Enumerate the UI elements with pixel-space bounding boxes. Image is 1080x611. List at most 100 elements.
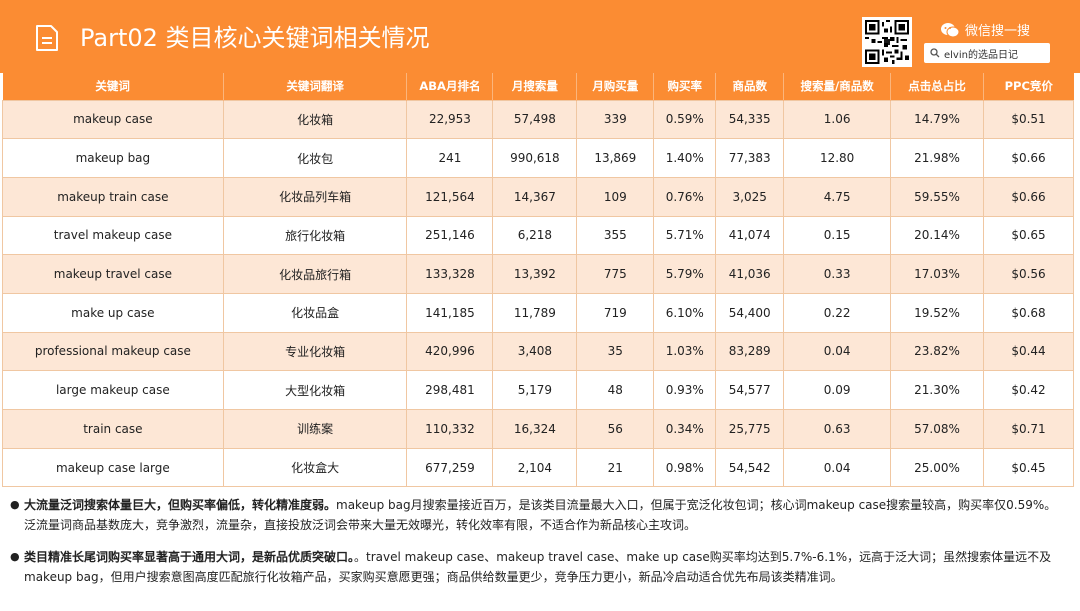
table-row: makeup bag 化妆包 241 990,618 13,869 1.40% 77,383… bbox=[2, 138, 1075, 178]
table-cell: 41,074 bbox=[715, 215, 785, 256]
table-body: makeup case 化妆箱 22,953 57,498 339 0.59% 54,335… bbox=[2, 99, 1075, 488]
bullet-icon: ● bbox=[10, 550, 20, 563]
table-row: makeup case 化妆箱 22,953 57,498 339 0.59% 54,335… bbox=[2, 99, 1075, 140]
table-cell: 19.52% bbox=[890, 292, 984, 333]
table-cell: 133,328 bbox=[406, 254, 494, 294]
wechat-search-icon bbox=[941, 22, 960, 37]
table-cell: large makeup case bbox=[2, 370, 224, 410]
column-header: ABA月排名 bbox=[406, 73, 494, 100]
table-cell: 3,408 bbox=[492, 331, 578, 372]
table-cell: 化妆包 bbox=[222, 138, 408, 178]
table-cell: 11,789 bbox=[492, 292, 578, 333]
table-cell: $0.42 bbox=[982, 370, 1075, 410]
table-cell: 化妆盒大 bbox=[222, 447, 408, 488]
table-cell: $0.66 bbox=[982, 138, 1075, 178]
table-cell: 5.71% bbox=[653, 215, 717, 256]
table-cell: 83,289 bbox=[715, 331, 785, 372]
column-header: 月购买量 bbox=[576, 73, 655, 100]
note-item: ● 类目精准长尾词购买率显著高于通用大词，是新品优质突破口。。travel ma… bbox=[10, 547, 1062, 587]
table-cell: $0.66 bbox=[982, 176, 1075, 217]
table-cell: 0.33 bbox=[783, 254, 892, 294]
table-cell: 14,367 bbox=[492, 176, 578, 217]
table-cell: travel makeup case bbox=[2, 215, 224, 256]
table-cell: 21.30% bbox=[890, 370, 984, 410]
table-cell: $0.56 bbox=[982, 254, 1075, 294]
table-cell: 35 bbox=[576, 331, 655, 372]
table-cell: 339 bbox=[576, 99, 655, 140]
table-cell: 专业化妆箱 bbox=[222, 331, 408, 372]
note-text: makeup bag月搜索量接近百万，是该类目流量最大入口，但属于宽泛化妆包词；… bbox=[24, 498, 1057, 532]
table-cell: 0.76% bbox=[653, 176, 717, 217]
table-cell: 0.93% bbox=[653, 370, 717, 410]
column-header: 购买率 bbox=[653, 73, 717, 100]
table-cell: 0.98% bbox=[653, 447, 717, 488]
table-cell: makeup case large bbox=[2, 447, 224, 488]
table-cell: 6,218 bbox=[492, 215, 578, 256]
table-cell: 化妆品列车箱 bbox=[222, 176, 408, 217]
table-cell: 77,383 bbox=[715, 138, 785, 178]
table-cell: makeup case bbox=[2, 99, 224, 140]
table-row: makeup case large 化妆盒大 677,259 2,104 21 0.98%… bbox=[2, 447, 1075, 488]
notes-section: ● 大流量泛词搜索体量巨大，但购买率偏低，转化精准度弱。makeup bag月搜… bbox=[10, 495, 1062, 599]
table-cell: 1.40% bbox=[653, 138, 717, 178]
table-cell: 0.59% bbox=[653, 99, 717, 140]
table-cell: 990,618 bbox=[492, 138, 578, 178]
table-cell: 4.75 bbox=[783, 176, 892, 217]
table-cell: 420,996 bbox=[406, 331, 494, 372]
table-cell: 57.08% bbox=[890, 409, 984, 449]
table-cell: 25.00% bbox=[890, 447, 984, 488]
search-box[interactable]: elvin的选品日记 bbox=[924, 43, 1050, 63]
table-cell: professional makeup case bbox=[2, 331, 224, 372]
column-header: 点击总占比 bbox=[890, 73, 984, 100]
table-cell: 48 bbox=[576, 370, 655, 410]
table-cell: 54,335 bbox=[715, 99, 785, 140]
table-cell: 0.09 bbox=[783, 370, 892, 410]
table-cell: $0.45 bbox=[982, 447, 1075, 488]
table-cell: 化妆品旅行箱 bbox=[222, 254, 408, 294]
qr-code bbox=[862, 17, 912, 67]
document-icon bbox=[36, 25, 58, 51]
table-cell: 14.79% bbox=[890, 99, 984, 140]
table-cell: 13,869 bbox=[576, 138, 655, 178]
table-cell: 0.22 bbox=[783, 292, 892, 333]
table-cell: 56 bbox=[576, 409, 655, 449]
table-cell: 1.03% bbox=[653, 331, 717, 372]
note-text: 。travel makeup case、makeup travel case、m… bbox=[24, 550, 1052, 584]
table-cell: makeup train case bbox=[2, 176, 224, 217]
table-cell: 54,577 bbox=[715, 370, 785, 410]
table-row: makeup travel case 化妆品旅行箱 133,328 13,392 775… bbox=[2, 254, 1075, 294]
note-item: ● 大流量泛词搜索体量巨大，但购买率偏低，转化精准度弱。makeup bag月搜… bbox=[10, 495, 1062, 535]
table-header-row: 关键词 关键词翻译 ABA月排名 月搜索量 月购买量 购买率 商品数 搜索量/商… bbox=[2, 73, 1074, 100]
table-cell: 0.15 bbox=[783, 215, 892, 256]
table-cell: 0.63 bbox=[783, 409, 892, 449]
table-cell: 训练案 bbox=[222, 409, 408, 449]
table-cell: 54,400 bbox=[715, 292, 785, 333]
table-cell: 23.82% bbox=[890, 331, 984, 372]
column-header: 月搜索量 bbox=[492, 73, 578, 100]
table-row: train case 训练案 110,332 16,324 56 0.34% 25,775 0… bbox=[2, 409, 1075, 449]
table-cell: 59.55% bbox=[890, 176, 984, 217]
note-heading: 大流量泛词搜索体量巨大，但购买率偏低，转化精准度弱。 bbox=[24, 498, 337, 512]
table-cell: 1.06 bbox=[783, 99, 892, 140]
table-cell: makeup bag bbox=[2, 138, 224, 178]
table-cell: 677,259 bbox=[406, 447, 494, 488]
column-header: 关键词翻译 bbox=[223, 73, 408, 100]
table-cell: 54,542 bbox=[715, 447, 785, 488]
table-cell: 21 bbox=[576, 447, 655, 488]
table-cell: 17.03% bbox=[890, 254, 984, 294]
search-icon bbox=[930, 48, 940, 58]
column-header: 搜索量/商品数 bbox=[783, 73, 892, 100]
column-header: 商品数 bbox=[715, 73, 785, 100]
table-row: make up case 化妆品盒 141,185 11,789 719 6.10% 54,… bbox=[2, 292, 1075, 333]
table-row: professional makeup case 专业化妆箱 420,996 3,40… bbox=[2, 331, 1075, 372]
column-header: PPC竞价 bbox=[983, 73, 1074, 100]
column-header: 关键词 bbox=[2, 73, 224, 100]
keyword-table: 关键词 关键词翻译 ABA月排名 月搜索量 月购买量 购买率 商品数 搜索量/商… bbox=[2, 73, 1075, 488]
table-cell: 298,481 bbox=[406, 370, 494, 410]
table-cell: 12.80 bbox=[783, 138, 892, 178]
table-cell: 251,146 bbox=[406, 215, 494, 256]
table-cell: make up case bbox=[2, 292, 224, 333]
table-cell: 大型化妆箱 bbox=[222, 370, 408, 410]
table-cell: $0.44 bbox=[982, 331, 1075, 372]
table-cell: 57,498 bbox=[492, 99, 578, 140]
